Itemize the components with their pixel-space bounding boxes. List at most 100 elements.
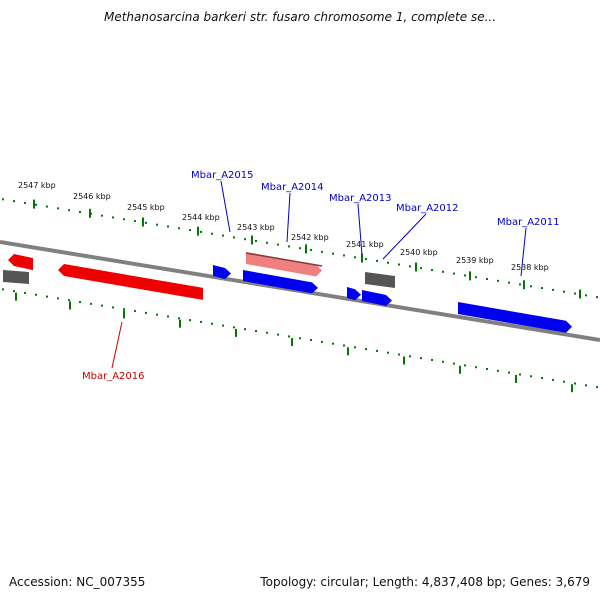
scale-dot [167,315,169,318]
scale-dot [167,225,169,228]
scale-dot [189,229,191,232]
scale-dot [200,230,202,233]
scale-dot [156,223,158,226]
gene-feature-mbar-a2016[interactable] [58,264,203,300]
gene-label-mbar-a2015[interactable]: Mbar_A2015 [191,170,254,181]
scale-dot [486,368,488,371]
scale-dot [508,371,510,374]
scale-dot [332,342,334,345]
scale-dot [244,328,246,331]
scale-dot [222,234,224,237]
gene-label-mbar-a2012[interactable]: Mbar_A2012 [396,203,459,214]
scale-dot [134,310,136,313]
scale-dot [24,291,26,294]
gene-feature-mbar-a2011[interactable] [458,302,572,333]
highlight-edge [245,252,323,267]
scale-dot [574,292,576,295]
gene-feature-mbar-a2013[interactable] [347,287,361,301]
scale-dot [343,344,345,347]
scale-dot [13,290,15,293]
gene-feature-mbar-a2012[interactable] [362,290,392,306]
scale-dot [123,218,125,221]
scale-dot [299,337,301,340]
label-leader [357,203,363,256]
scale-dot [354,256,356,259]
scale-dot [13,200,15,203]
scale-dot [35,203,37,206]
tick-label: 2541 kbp [346,240,384,249]
scale-dot [541,287,543,290]
scale-dot [398,263,400,266]
scale-dot [68,209,70,212]
other-feature[interactable] [3,270,29,284]
scale-dot [354,346,356,349]
label-leader [520,227,527,277]
scale-dot [79,211,81,214]
scale-dot [464,364,466,367]
scale-dot [112,306,114,309]
scale-dot [519,283,521,286]
scale-dot [79,301,81,304]
scale-dot [453,362,455,365]
scale-dot [321,340,323,343]
tick-label: 2545 kbp [127,203,165,212]
scale-dot [530,375,532,378]
scale-dot [90,302,92,305]
scale-dot [365,258,367,261]
scale-dot [552,288,554,291]
gene-feature-reverse[interactable] [8,254,33,271]
scale-dot [530,285,532,288]
scale-dot [57,297,59,300]
tick-label: 2542 kbp [291,233,329,242]
gene-label-mbar-a2014[interactable]: Mbar_A2014 [261,182,324,193]
scale-dot [475,276,477,279]
scale-dot [2,198,4,201]
scale-dot [46,295,48,298]
scale-dot [145,221,147,224]
scale-dot [497,369,499,372]
scale-dot [442,360,444,363]
scale-dot [431,268,433,271]
scale-dot [332,252,334,255]
scale-dot [288,335,290,338]
scale-dot [596,296,598,299]
tick-label: 2539 kbp [456,256,494,265]
gene-feature-mbar-a2014-highlight[interactable] [246,252,322,277]
map-title: Methanosarcina barkeri str. fusaro chrom… [103,10,497,24]
scale-dot [596,386,598,389]
scale-dot [266,241,268,244]
tick-label: 2547 kbp [18,181,56,190]
scale-dot [57,207,59,210]
other-feature[interactable] [365,272,395,288]
scale-dot [508,281,510,284]
scale-dot [409,355,411,358]
scale-dot [409,265,411,268]
accession-text: Accession: NC_007355 [9,575,146,589]
scale-dot [486,278,488,281]
scale-dot [255,239,257,242]
scale-dot [211,322,213,325]
scale-dot [453,272,455,275]
scale-dot [519,373,521,376]
scale-dot [464,274,466,277]
gene-label-mbar-a2016[interactable]: Mbar_A2016 [82,371,145,382]
gene-label-mbar-a2011[interactable]: Mbar_A2011 [497,217,560,228]
gene-feature-mbar-a2015[interactable] [213,265,231,279]
scale-dot [497,279,499,282]
scale-dot [266,331,268,334]
scale-dot [189,319,191,322]
gene-feature-mbar-a2014[interactable] [243,270,318,294]
scale-dot [365,348,367,351]
scale-dot [585,294,587,297]
scale-dot [376,259,378,262]
scale-dot [288,245,290,248]
scale-dot [211,232,213,235]
scale-dot [255,329,257,332]
scale-dot [101,304,103,307]
scale-dot [200,320,202,323]
tick-label: 2540 kbp [400,248,438,257]
gene-label-mbar-a2013[interactable]: Mbar_A2013 [329,193,392,204]
scale-dot [585,384,587,387]
scale-dot [101,214,103,217]
